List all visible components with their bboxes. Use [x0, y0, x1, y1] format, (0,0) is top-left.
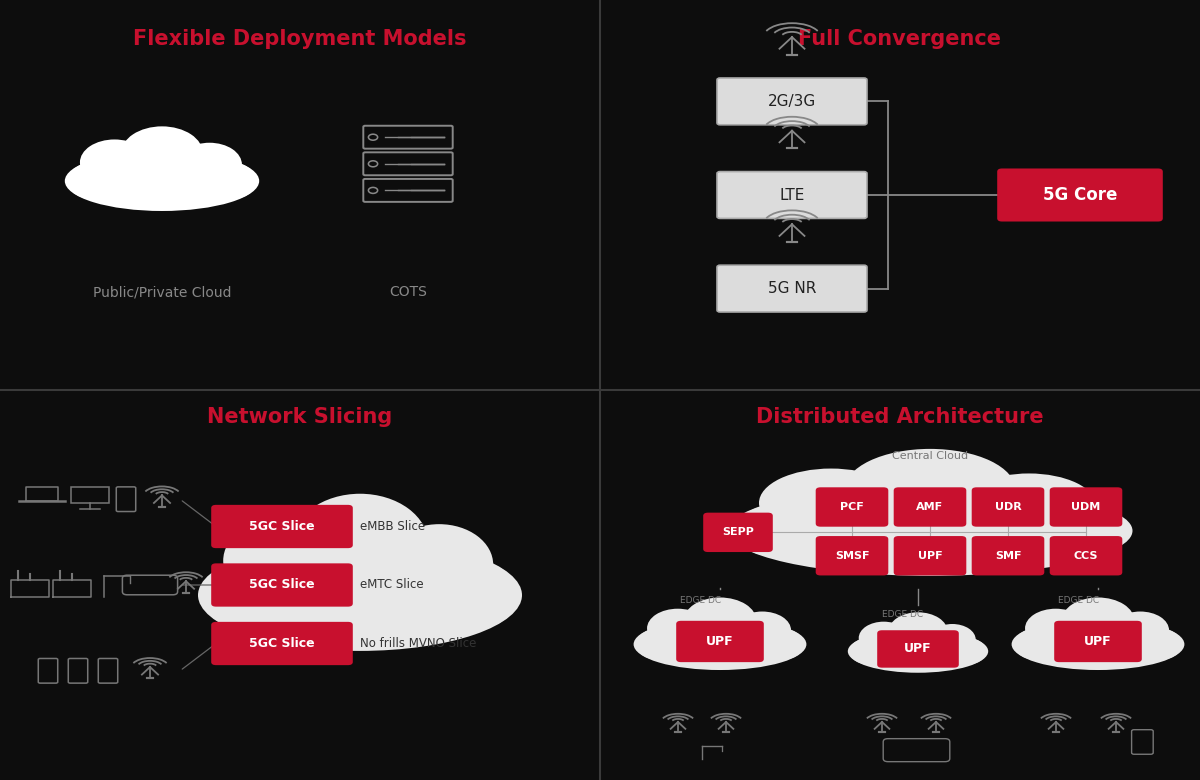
Ellipse shape — [178, 143, 242, 186]
Ellipse shape — [292, 494, 428, 595]
Ellipse shape — [1111, 612, 1169, 649]
Ellipse shape — [647, 608, 708, 648]
Ellipse shape — [850, 638, 893, 665]
Text: SEPP: SEPP — [722, 527, 754, 537]
Ellipse shape — [636, 628, 689, 661]
Ellipse shape — [684, 597, 756, 644]
Text: 2G/3G: 2G/3G — [768, 94, 816, 109]
Ellipse shape — [1129, 628, 1182, 661]
FancyBboxPatch shape — [877, 630, 959, 668]
Text: EDGE DC: EDGE DC — [1058, 596, 1099, 604]
FancyBboxPatch shape — [703, 512, 773, 552]
Text: 5GC Slice: 5GC Slice — [250, 520, 314, 533]
Ellipse shape — [418, 560, 518, 630]
FancyBboxPatch shape — [718, 172, 866, 218]
FancyBboxPatch shape — [997, 168, 1163, 222]
Text: 5G NR: 5G NR — [768, 281, 816, 296]
FancyBboxPatch shape — [972, 488, 1044, 526]
FancyBboxPatch shape — [211, 563, 353, 607]
Ellipse shape — [223, 518, 338, 603]
Ellipse shape — [888, 612, 948, 651]
Text: CCS: CCS — [1074, 551, 1098, 561]
Ellipse shape — [121, 126, 203, 181]
Text: Public/Private Cloud: Public/Private Cloud — [92, 285, 232, 300]
Ellipse shape — [67, 162, 127, 200]
Ellipse shape — [1014, 628, 1067, 661]
Text: Central Cloud: Central Cloud — [892, 452, 968, 461]
FancyBboxPatch shape — [718, 265, 866, 312]
Ellipse shape — [943, 638, 986, 665]
Text: Distributed Architecture: Distributed Architecture — [756, 407, 1044, 427]
Ellipse shape — [634, 619, 806, 670]
FancyBboxPatch shape — [1050, 536, 1122, 576]
FancyBboxPatch shape — [816, 536, 888, 576]
Ellipse shape — [197, 162, 257, 200]
Ellipse shape — [727, 486, 1133, 576]
Text: eMTC Slice: eMTC Slice — [360, 579, 424, 591]
Text: UDR: UDR — [995, 502, 1021, 512]
Text: AMF: AMF — [917, 502, 943, 512]
Text: eMBB Slice: eMBB Slice — [360, 520, 425, 533]
Text: No frills MVNO Slice: No frills MVNO Slice — [360, 637, 476, 650]
FancyBboxPatch shape — [894, 488, 966, 526]
Ellipse shape — [961, 473, 1097, 539]
Ellipse shape — [751, 628, 804, 661]
Ellipse shape — [65, 151, 259, 211]
Text: EDGE DC: EDGE DC — [680, 596, 721, 604]
FancyBboxPatch shape — [211, 622, 353, 665]
Text: UPF: UPF — [1084, 635, 1112, 648]
Ellipse shape — [80, 140, 149, 186]
FancyBboxPatch shape — [1054, 621, 1142, 662]
Text: LTE: LTE — [779, 187, 805, 203]
Text: UDM: UDM — [1072, 502, 1100, 512]
FancyBboxPatch shape — [1050, 488, 1122, 526]
Text: 5G Core: 5G Core — [1043, 186, 1117, 204]
Text: 5GC Slice: 5GC Slice — [250, 637, 314, 650]
Text: Full Convergence: Full Convergence — [798, 29, 1002, 49]
Ellipse shape — [1025, 608, 1086, 648]
Text: Flexible Deployment Models: Flexible Deployment Models — [133, 29, 467, 49]
Ellipse shape — [1012, 619, 1184, 670]
Ellipse shape — [847, 630, 989, 672]
Text: UPF: UPF — [904, 643, 932, 655]
Text: COTS: COTS — [389, 285, 427, 300]
Text: EDGE DC: EDGE DC — [882, 610, 923, 619]
Ellipse shape — [732, 502, 858, 559]
Ellipse shape — [1002, 502, 1128, 559]
Ellipse shape — [202, 560, 302, 630]
Text: SMSF: SMSF — [835, 551, 869, 561]
Ellipse shape — [760, 469, 904, 537]
Ellipse shape — [385, 524, 493, 605]
FancyBboxPatch shape — [718, 78, 866, 125]
FancyBboxPatch shape — [677, 621, 763, 662]
Text: Network Slicing: Network Slicing — [208, 407, 392, 427]
Text: UPF: UPF — [706, 635, 734, 648]
FancyBboxPatch shape — [211, 505, 353, 548]
Text: UPF: UPF — [918, 551, 942, 561]
FancyBboxPatch shape — [894, 536, 966, 576]
Ellipse shape — [733, 612, 791, 649]
Ellipse shape — [929, 624, 976, 655]
Ellipse shape — [845, 448, 1015, 530]
Text: SMF: SMF — [995, 551, 1021, 561]
Text: 5GC Slice: 5GC Slice — [250, 579, 314, 591]
FancyBboxPatch shape — [816, 488, 888, 526]
Ellipse shape — [1062, 597, 1134, 644]
Ellipse shape — [198, 540, 522, 651]
Ellipse shape — [859, 622, 908, 654]
FancyBboxPatch shape — [972, 536, 1044, 576]
Text: PCF: PCF — [840, 502, 864, 512]
